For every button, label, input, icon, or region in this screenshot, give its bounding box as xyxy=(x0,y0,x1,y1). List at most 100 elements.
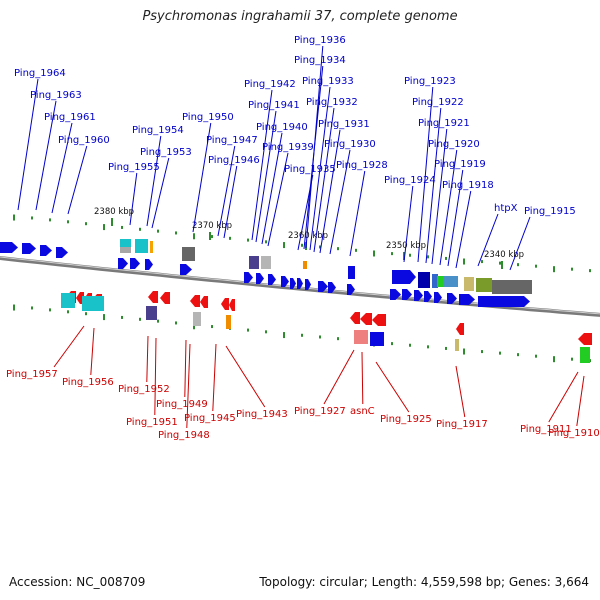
gene-feature-box xyxy=(354,330,368,344)
gene-label-ping-1951: Ping_1951 xyxy=(126,417,178,428)
gene-label-ping-1942: Ping_1942 xyxy=(244,79,296,90)
scale-ticks xyxy=(13,214,591,363)
gene-label-ping-1960: Ping_1960 xyxy=(58,135,110,146)
leader-line xyxy=(129,172,138,226)
map-title: Psychromonas ingrahamii 37, complete gen… xyxy=(142,9,458,24)
gene-feature-box xyxy=(193,312,201,326)
gene-label-ping-1911: Ping_1911 xyxy=(520,424,572,435)
scale-label: 2340 kbp xyxy=(484,250,524,260)
forward-gene-arrow xyxy=(40,245,52,256)
forward-gene-arrow xyxy=(297,278,303,289)
gene-label-ping-1922: Ping_1922 xyxy=(412,97,464,108)
forward-gene-arrow xyxy=(0,242,18,253)
gene-label-ping-1919: Ping_1919 xyxy=(434,159,486,170)
gene-label-ping-1936: Ping_1936 xyxy=(294,35,346,46)
reverse-gene-arrow xyxy=(190,295,200,307)
leader-line xyxy=(154,337,157,416)
gene-feature-box xyxy=(580,347,590,363)
gene-feature-box xyxy=(182,247,195,261)
gene-label-ping-1945: Ping_1945 xyxy=(184,413,236,424)
leader-line xyxy=(303,65,324,250)
leader-line xyxy=(323,349,355,405)
leader-line xyxy=(51,122,73,214)
gene-label-ping-1939: Ping_1939 xyxy=(262,142,314,153)
gene-label-ping-1946: Ping_1946 xyxy=(208,155,260,166)
leader-line xyxy=(548,371,579,423)
gene-labels: Ping_1964 Ping_1963 Ping_1961 Ping_1960 Ping… xyxy=(6,35,600,441)
leader-line xyxy=(297,174,314,251)
leader-line xyxy=(403,185,414,263)
gene-label-ping-1947: Ping_1947 xyxy=(206,135,258,146)
gene-label-ping-1941: Ping_1941 xyxy=(248,100,300,111)
gene-feature-box xyxy=(437,276,445,287)
gene-label-ping-1963: Ping_1963 xyxy=(30,90,82,101)
leader-line xyxy=(576,375,585,427)
gene-label-htpx: htpX xyxy=(494,203,518,214)
reverse-gene-arrow xyxy=(456,323,464,335)
leader-line xyxy=(225,345,266,408)
reverse-gene-arrow xyxy=(148,291,158,303)
gene-label-ping-1917: Ping_1917 xyxy=(436,419,488,430)
label-leader-lines xyxy=(17,45,585,429)
gene-label-ping-1957: Ping_1957 xyxy=(6,369,58,380)
forward-gene-arrow xyxy=(281,276,289,287)
gene-feature-box xyxy=(492,280,532,294)
gene-label-ping-1953: Ping_1953 xyxy=(140,147,192,158)
gene-label-ping-1927: Ping_1927 xyxy=(294,406,346,417)
forward-gene-arrow xyxy=(22,243,36,254)
forward-gene-arrow xyxy=(447,293,457,304)
leader-line xyxy=(319,129,341,254)
gene-block xyxy=(348,266,355,279)
leader-line xyxy=(217,145,236,237)
leader-line xyxy=(477,213,499,267)
gene-label-ping-1961: Ping_1961 xyxy=(44,112,96,123)
forward-gene-arrow xyxy=(290,278,296,289)
gene-feature-box xyxy=(146,306,157,320)
forward-gene-arrow xyxy=(414,290,423,301)
leader-line xyxy=(329,149,351,255)
reverse-gene-arrow xyxy=(221,298,229,310)
gene-label-ping-1935: Ping_1935 xyxy=(284,164,336,175)
gene-label-ping-1949: Ping_1949 xyxy=(156,399,208,410)
gene-label-ping-1954: Ping_1954 xyxy=(132,125,184,136)
gene-feature-box xyxy=(370,332,384,346)
gene-label-ping-1930: Ping_1930 xyxy=(324,139,376,150)
leader-line xyxy=(35,100,57,211)
leader-line xyxy=(267,152,289,247)
leader-line xyxy=(151,157,170,229)
leader-line xyxy=(447,169,464,267)
gene-feature-box xyxy=(120,247,131,253)
gene-label-ping-1952: Ping_1952 xyxy=(118,384,170,395)
gene-feature-box xyxy=(82,296,93,311)
gene-label-ping-1950: Ping_1950 xyxy=(182,112,234,123)
gene-feature-box xyxy=(476,278,492,292)
forward-gene-arrow xyxy=(402,289,412,300)
leader-line xyxy=(186,343,191,429)
leader-line xyxy=(192,122,212,233)
gene-label-ping-1956: Ping_1956 xyxy=(62,377,114,388)
leader-line xyxy=(455,190,472,269)
leader-line xyxy=(261,132,283,245)
gene-feature-box xyxy=(464,277,474,291)
reverse-gene-arrow xyxy=(229,299,235,311)
forward-gene-arrow xyxy=(256,273,264,284)
leader-line xyxy=(146,135,162,227)
genome-summary-text: Topology: circular; Length: 4,559,598 bp… xyxy=(259,575,589,589)
leader-line xyxy=(417,86,434,263)
gene-label-ping-1910: Ping_1910 xyxy=(548,428,600,439)
gene-feature-box xyxy=(135,239,148,253)
forward-gene-arrow xyxy=(268,274,276,285)
leader-line xyxy=(53,325,85,368)
gene-label-ping-1920: Ping_1920 xyxy=(428,139,480,150)
gene-feature-box xyxy=(455,339,459,351)
gene-feature-box xyxy=(418,272,430,288)
gene-label-asnc: asnC xyxy=(350,406,375,417)
leader-line xyxy=(425,107,442,264)
forward-gene-arrow xyxy=(244,272,253,283)
leader-line xyxy=(212,343,217,412)
leader-line xyxy=(349,170,366,257)
gene-feature-box xyxy=(120,239,131,247)
forward-gene-arrow xyxy=(424,291,432,302)
gene-feature-box xyxy=(150,241,153,253)
leader-line xyxy=(146,335,149,383)
